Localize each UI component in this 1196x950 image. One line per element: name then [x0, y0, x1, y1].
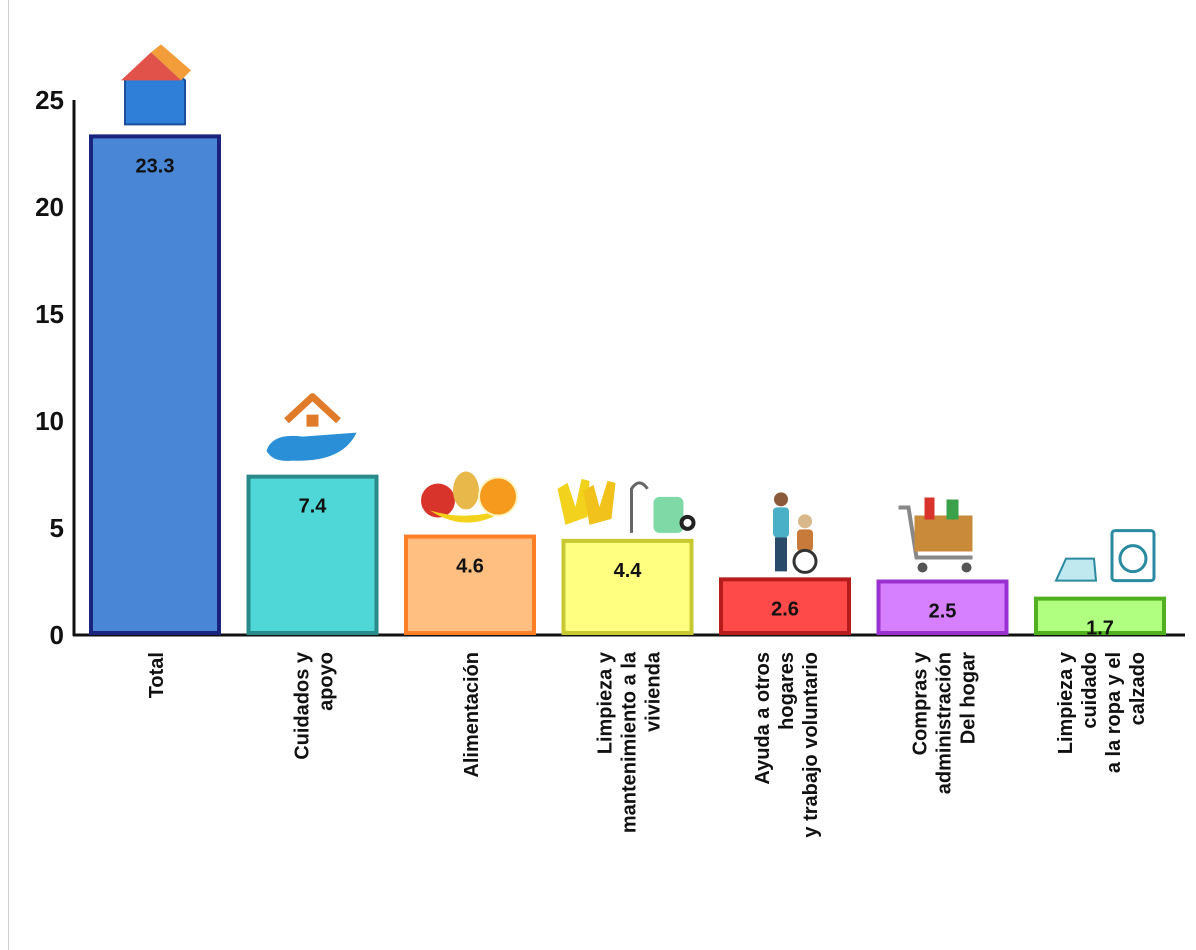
bar-group: 7.4 Cuidados y apoyo — [246, 393, 379, 760]
bar-group: 1.7 Limpieza y cuidado a la ropa y el calzad… — [1034, 529, 1166, 773]
x-tick-label-line: apoyo — [316, 652, 338, 711]
y-tick-label: 15 — [35, 299, 64, 329]
caregiver-wheelchair-icon — [773, 492, 818, 574]
x-tick-label: Limpieza y mantenimiento a la vivienda — [595, 651, 665, 833]
patient-head — [798, 514, 812, 529]
x-tick-label: Total — [146, 652, 168, 698]
x-tick-label-line: Limpieza y — [1055, 651, 1077, 754]
bar-group: 23.3 Total — [89, 44, 221, 698]
frame-left-border — [8, 0, 9, 950]
hand-house-icon — [266, 393, 357, 461]
vacuum-body — [653, 496, 684, 533]
iron-washer-icon — [1054, 529, 1156, 583]
x-tick-label-line: Cuidados y — [292, 651, 314, 760]
x-tick-label: Cuidados y apoyo — [292, 651, 338, 760]
pear — [453, 471, 479, 510]
grocery-greens — [946, 499, 959, 520]
iron-body — [1054, 557, 1098, 582]
bar — [89, 134, 221, 635]
y-tick-label: 5 — [50, 513, 64, 543]
x-tick-label-line: calzado — [1127, 652, 1149, 725]
washer-door — [1118, 544, 1148, 574]
bar — [1034, 596, 1166, 635]
glove-left — [557, 478, 590, 525]
bar-group: 2.6 Ayuda a otros hogares y trabajo volunta… — [719, 492, 851, 838]
patient-body — [797, 529, 813, 552]
bar-value-label: 2.5 — [929, 601, 957, 623]
shopping-cart-icon — [898, 497, 973, 573]
bar-group: 4.6 Alimentación — [404, 471, 536, 778]
caregiver-legs — [775, 537, 787, 572]
x-tick-label: Limpieza y cuidado a la ropa y el calzado — [1055, 651, 1149, 773]
bar-value-label: 23.3 — [136, 155, 175, 177]
x-tick-label-line: vivienda — [643, 651, 665, 732]
caregiver-body — [773, 507, 789, 538]
gloves-vacuum-icon — [557, 478, 696, 533]
bar-value-label: 7.4 — [299, 496, 328, 518]
x-tick-label: Alimentación — [461, 652, 483, 778]
house-roof-side — [151, 44, 191, 81]
bar — [719, 577, 851, 635]
y-tick-label: 20 — [35, 192, 64, 222]
x-tick-label: Ayuda a otros hogares y trabajo voluntario — [752, 652, 822, 838]
glove-right — [583, 480, 616, 525]
x-tick-label-line: Ayuda a otros — [752, 652, 774, 785]
vacuum-wheel — [679, 514, 696, 531]
grocery-bottle — [924, 497, 935, 520]
x-tick-label: Compras y administración Del hogar — [910, 651, 980, 794]
cart-wheel-left — [917, 562, 928, 573]
banana — [430, 506, 510, 523]
house-roof — [121, 52, 181, 81]
x-tick-label-line: cuidado — [1079, 652, 1101, 729]
fruit-icon — [421, 471, 518, 523]
bar-value-label: 1.7 — [1086, 618, 1114, 640]
house-icon — [121, 44, 191, 126]
x-tick-label-line: Compras y — [910, 651, 932, 755]
cart-groceries — [914, 515, 973, 552]
bar — [404, 534, 536, 635]
y-tick-label: 25 — [35, 85, 64, 115]
wheelchair-wheel — [792, 548, 818, 574]
cart-frame — [898, 505, 973, 560]
cart-wheel-right — [961, 562, 972, 573]
bar — [561, 538, 694, 636]
orange — [478, 476, 518, 517]
x-tick-label-line: administración — [934, 652, 956, 794]
x-tick-label-line: Alimentación — [461, 652, 483, 778]
x-tick-label-line: hogares — [776, 652, 798, 730]
caregiver-head — [774, 492, 788, 507]
y-tick-label: 0 — [50, 620, 64, 650]
bar-value-label: 4.4 — [614, 560, 643, 582]
x-tick-label-line: Total — [146, 652, 168, 698]
bar-value-label: 2.6 — [771, 598, 799, 620]
hand-shape — [266, 432, 357, 461]
roof-outline — [284, 393, 341, 424]
bar-value-label: 4.6 — [456, 556, 484, 578]
x-tick-label-line: y trabajo voluntario — [800, 652, 822, 838]
y-tick-label: 10 — [35, 406, 64, 436]
vacuum-hose — [630, 481, 649, 533]
x-tick-label-line: Limpieza y — [595, 651, 617, 754]
bar — [876, 579, 1009, 635]
x-tick-label-line: Del hogar — [958, 652, 980, 744]
x-tick-label-line: a la ropa y el — [1103, 652, 1125, 773]
house-window — [306, 414, 319, 427]
bar — [246, 474, 379, 636]
apple — [421, 483, 455, 518]
bar-group: 4.4 Limpieza y mantenimiento a la vivienda — [557, 478, 696, 833]
bar-group: 2.5 Compras y administración Del hogar — [876, 497, 1009, 794]
x-tick-label-line: mantenimiento a la — [619, 651, 641, 833]
